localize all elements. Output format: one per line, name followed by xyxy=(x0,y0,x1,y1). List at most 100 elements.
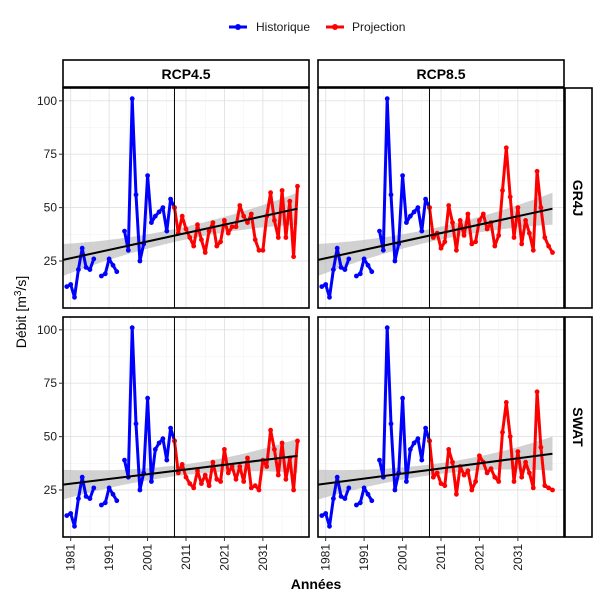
panel-RCP85-SWAT-historique-point xyxy=(334,474,340,480)
panel-RCP45-SWAT-trend-line xyxy=(63,454,298,486)
panel-RCP45-GR4J-historique-point xyxy=(83,265,89,270)
panel-RCP85-SWAT-historique-point xyxy=(361,485,367,491)
panel-RCP85-SWAT-projection-point xyxy=(511,479,517,484)
panel-RCP85-SWAT-historique-line-2 xyxy=(378,326,431,492)
panel-RCP85-GR4J-projection-point xyxy=(500,188,505,193)
strip-label-swat: SWAT xyxy=(570,407,586,447)
panel-RCP45-SWAT-projection-point xyxy=(252,483,258,489)
panel-RCP45-GR4J-historique-point xyxy=(106,256,112,262)
legend: Historique Projection xyxy=(229,20,405,34)
panel-RCP85-GR4J-projection-point xyxy=(477,218,482,223)
panel-RCP85-GR4J-historique-point xyxy=(323,282,329,287)
panel-RCP85-GR4J xyxy=(317,87,565,309)
panel-RCP85-GR4J-historique-point xyxy=(404,220,409,226)
panel-RCP85-SWAT-projection-point xyxy=(488,466,494,472)
panel-RCP45-SWAT-historique-point xyxy=(133,421,139,427)
panel-RCP85-GR4J-projection-point xyxy=(450,220,455,226)
panel-RCP85-GR4J-historique-point xyxy=(354,273,359,279)
panel-RCP85-GR4J-historique-point xyxy=(407,213,413,219)
strip-label-gr4j: GR4J xyxy=(570,180,586,217)
panel-RCP45-SWAT-projection-point xyxy=(241,479,247,484)
panel-RCP85-GR4J-projection-point xyxy=(492,243,498,249)
panel-RCP85-SWAT-trend-line xyxy=(318,452,553,486)
panel-RCP85-SWAT-projection-point xyxy=(434,470,440,476)
strip-column-1 xyxy=(62,59,310,88)
panel-RCP85-GR4J-projection-point xyxy=(542,235,548,240)
panel-RCP45-GR4J-projection-point xyxy=(248,211,254,217)
panel-RCP85-GR4J-projection-point xyxy=(503,145,509,151)
panel-RCP45-SWAT-historique-point xyxy=(160,436,166,442)
panel-RCP85-SWAT-projection-point xyxy=(461,472,467,478)
y-tick-label: 50 xyxy=(44,430,58,444)
panel-RCP45-GR4J-content xyxy=(63,88,300,308)
panel-RCP85-GR4J-projection-point xyxy=(511,235,517,240)
panel-RCP45-SWAT-content xyxy=(63,317,300,537)
panel-RCP45-SWAT-historique-point xyxy=(156,440,162,446)
panel-RCP45-SWAT-historique-point xyxy=(114,498,120,504)
panel-RCP45-SWAT-projection-point xyxy=(210,459,216,465)
axes: 25 50 75 100 25 50 75 100 1981 1991 2001 2011 2021 20… xyxy=(37,94,525,571)
strip-row-1 xyxy=(564,87,593,309)
panel-RCP85-SWAT-historique-point xyxy=(384,325,390,331)
panel-RCP45-SWAT xyxy=(62,316,310,538)
panel-RCP85-SWAT-projection-point xyxy=(500,429,505,435)
y-axis-title: Débit [m3/s] xyxy=(13,276,29,348)
panel-RCP45-GR4J-historique-point xyxy=(156,209,162,215)
panel-RCP45-GR4J-border xyxy=(62,87,310,309)
panel-RCP45-GR4J-projection-point xyxy=(279,188,285,193)
panel-RCP45-SWAT-historique-point xyxy=(137,487,143,493)
panel-RCP45-GR4J-historique-point xyxy=(91,256,97,262)
panel-RCP45-GR4J-historique-point xyxy=(122,228,127,234)
panel-RCP45-SWAT-historique-point xyxy=(72,523,77,529)
panel-RCP85-SWAT-projection-point xyxy=(523,459,528,465)
panel-RCP85-SWAT-projection-point xyxy=(484,470,490,476)
panel-RCP45-SWAT-projection-point xyxy=(183,474,189,480)
panel-RCP45-GR4J-projection-point xyxy=(222,218,227,223)
panel-RCP45-GR4J-historique-point xyxy=(164,228,170,234)
panel-RCP85-GR4J-projection-point xyxy=(446,203,452,208)
panel-RCP45-SWAT-historique-point xyxy=(129,325,135,331)
panel-RCP45-GR4J-projection-point xyxy=(241,213,247,219)
panel-RCP85-GR4J-historique-point xyxy=(346,256,352,262)
panel-RCP85-GR4J-border xyxy=(317,87,565,309)
y-axis-title-sup: 3 xyxy=(13,290,24,296)
panel-RCP45-GR4J-historique-point xyxy=(102,271,108,277)
panel-RCP85-SWAT-projection-point xyxy=(473,479,478,484)
panel-RCP45-GR4J-historique-point xyxy=(99,273,104,279)
panel-RCP85-GR4J-projection-point xyxy=(527,230,532,236)
panel-RCP85-SWAT-historique-point xyxy=(392,487,398,493)
panel-RCP45-SWAT-projection-point xyxy=(199,481,204,486)
legend-item-projection: Projection xyxy=(326,20,405,34)
panels xyxy=(62,87,565,538)
panel-RCP85-SWAT-historique-point xyxy=(323,511,329,516)
panel-RCP85-SWAT-historique-point xyxy=(377,457,382,463)
panel-RCP85-SWAT-historique-point xyxy=(400,395,405,401)
panel-RCP45-SWAT-projection-point xyxy=(279,440,285,446)
panel-RCP85-GR4J-historique-point xyxy=(365,262,371,268)
panel-RCP85-SWAT xyxy=(317,316,565,538)
panel-RCP45-SWAT-projection-point xyxy=(237,464,243,469)
panel-RCP85-SWAT-historique-point xyxy=(327,523,332,529)
panel-RCP85-GR4J-historique-line-2 xyxy=(378,97,431,263)
panel-RCP85-GR4J-projection-point xyxy=(496,233,502,238)
panel-RCP85-GR4J-historique-point xyxy=(331,267,336,272)
panel-RCP45-SWAT-historique-point xyxy=(164,457,170,463)
panel-RCP45-GR4J-historique-point xyxy=(152,213,158,219)
panel-RCP85-SWAT-projection-point xyxy=(469,487,475,493)
panel-RCP85-SWAT-projection-point xyxy=(477,453,482,459)
panel-RCP85-GR4J-historique-point xyxy=(380,247,386,253)
panel-RCP45-GR4J-projection-point xyxy=(287,198,293,204)
panel-RCP85-SWAT-projection-point xyxy=(515,449,521,454)
panel-RCP45-GR4J-projection-point xyxy=(233,224,239,230)
panel-RCP45-SWAT-projection-point xyxy=(291,487,296,493)
panel-RCP85-SWAT-projection-point xyxy=(550,487,555,493)
panel-RCP45-GR4J-projection-point xyxy=(195,222,200,228)
panel-RCP45-SWAT-historique-point xyxy=(152,447,158,452)
panel-RCP45-SWAT-historique-point xyxy=(64,513,70,518)
panel-RCP85-GR4J-projection-point xyxy=(473,239,478,245)
panel-RCP45-SWAT-projection-point xyxy=(264,464,270,469)
panel-RCP85-GR4J-projection-point xyxy=(438,245,444,251)
panel-RCP85-SWAT-projection-point xyxy=(438,481,444,486)
panel-RCP45-SWAT-historique-line-2 xyxy=(123,326,176,492)
panel-RCP85-SWAT-projection-point xyxy=(546,485,551,491)
